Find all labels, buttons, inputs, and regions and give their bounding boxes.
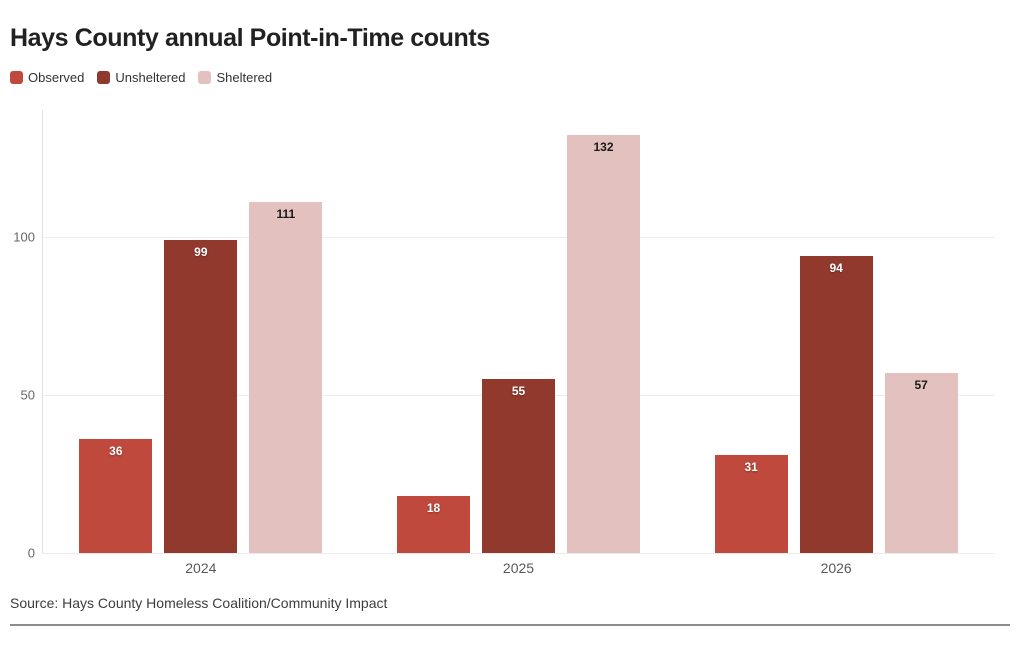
bar-unsheltered-2026[interactable] (799, 255, 873, 553)
bottom-divider (10, 624, 1010, 626)
legend-item-sheltered[interactable]: Sheltered (198, 71, 272, 84)
chart-title: Hays County annual Point-in-Time counts (10, 24, 490, 52)
bar-unsheltered-2025[interactable] (482, 378, 555, 553)
gridline-0 (42, 553, 995, 554)
legend-label: Unsheltered (115, 70, 186, 85)
legend-swatch-icon (198, 71, 212, 84)
bar-value-label-sheltered-2026: 57 (914, 377, 928, 392)
legend-label: Sheltered (216, 70, 273, 85)
bar-value-label-unsheltered-2024: 99 (194, 244, 208, 259)
y-tick-label-100: 100 (13, 229, 35, 245)
y-tick-label-0: 0 (27, 545, 35, 561)
bar-value-label-unsheltered-2026: 94 (829, 260, 843, 275)
x-tick-label-2024: 2024 (185, 560, 217, 576)
bar-value-label-observed-2026: 31 (744, 459, 758, 474)
gridline-100 (42, 236, 995, 238)
bar-value-label-unsheltered-2025: 55 (511, 383, 526, 398)
x-tick-label-2026: 2026 (820, 560, 852, 576)
legend-swatch-icon (10, 71, 23, 84)
bar-sheltered-2024[interactable] (249, 201, 323, 553)
x-tick-label-2025: 2025 (502, 560, 535, 576)
bar-unsheltered-2024[interactable] (164, 239, 238, 553)
legend-item-unsheltered[interactable]: Unsheltered (97, 71, 185, 84)
bar-value-label-observed-2024: 36 (109, 444, 123, 459)
y-axis-line (42, 110, 43, 553)
bar-value-label-sheltered-2024: 111 (276, 206, 296, 221)
source-attribution: Source: Hays County Homeless Coalition/C… (10, 595, 388, 611)
bar-observed-2026[interactable] (714, 454, 788, 553)
y-tick-label-50: 50 (20, 387, 35, 403)
bar-value-label-sheltered-2025: 132 (593, 140, 614, 155)
bar-sheltered-2025[interactable] (567, 135, 640, 553)
legend-label: Observed (28, 70, 85, 85)
bar-sheltered-2026[interactable] (884, 372, 958, 553)
legend-swatch-icon (97, 71, 111, 84)
bar-observed-2024[interactable] (79, 439, 153, 553)
bar-value-label-observed-2025: 18 (426, 501, 441, 516)
chart-legend: Observed Unsheltered Sheltered (10, 71, 272, 84)
bar-observed-2025[interactable] (397, 496, 470, 553)
legend-item-observed[interactable]: Observed (10, 71, 84, 84)
